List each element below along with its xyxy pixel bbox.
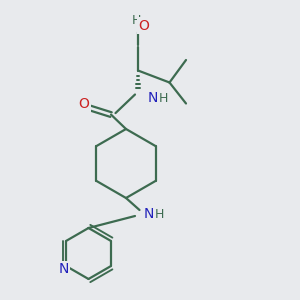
Text: N: N xyxy=(59,262,69,276)
Text: O: O xyxy=(138,19,149,32)
Text: N: N xyxy=(148,91,158,105)
Text: N: N xyxy=(143,208,154,221)
Text: H: H xyxy=(154,208,164,221)
Text: H: H xyxy=(132,14,141,28)
Text: O: O xyxy=(79,97,89,110)
Text: H: H xyxy=(159,92,168,105)
